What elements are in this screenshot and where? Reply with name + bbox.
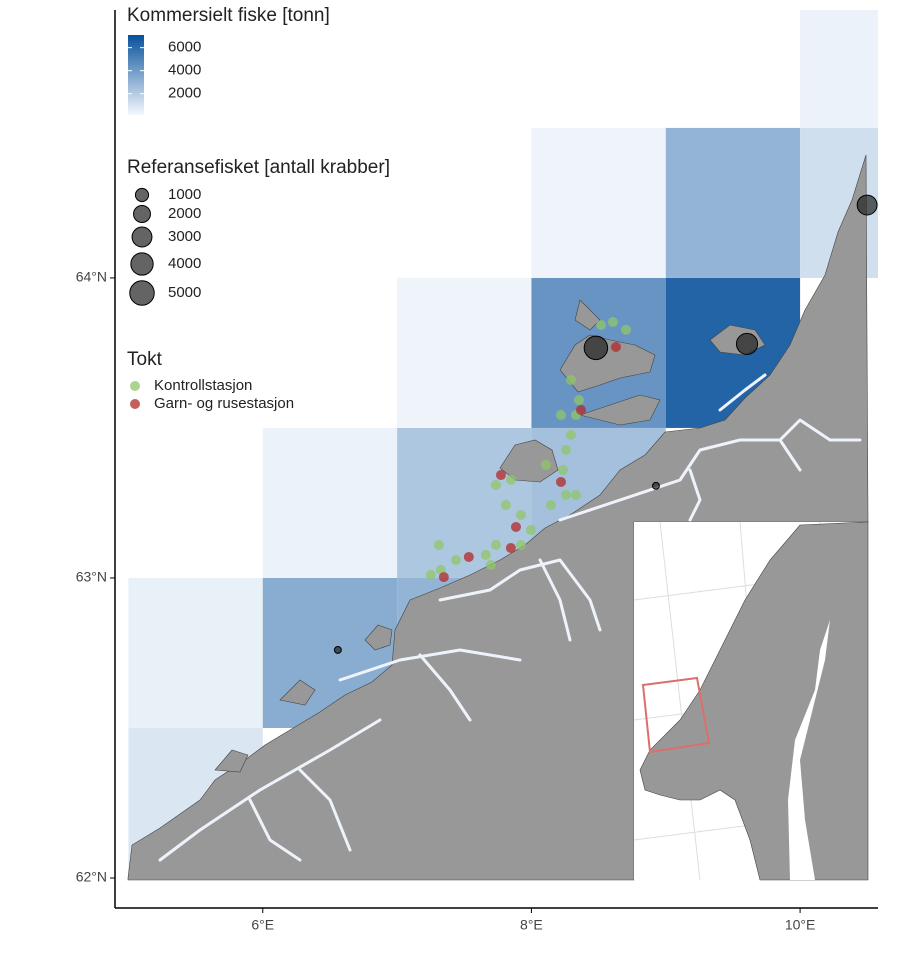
tokt-legend-key [130, 399, 140, 409]
station [565, 374, 576, 385]
station [425, 569, 436, 580]
catch-cell [531, 127, 666, 278]
fjord [688, 468, 702, 522]
station [515, 509, 526, 520]
station [620, 324, 631, 335]
reference-catch [652, 481, 660, 490]
station [575, 404, 586, 415]
station [505, 542, 516, 553]
size-legend-label: 1000 [168, 186, 201, 203]
colorbar [128, 35, 144, 115]
tokt-legend-label: Kontrollstasjon [154, 377, 252, 394]
size-legend-title: Referansefisket [antall krabber] [127, 157, 390, 178]
reference-catch [735, 332, 759, 356]
catch-cell [665, 127, 801, 278]
colorbar-label: 4000 [168, 62, 201, 79]
catch-cell [397, 277, 532, 428]
fjord [538, 558, 572, 642]
station [500, 500, 511, 511]
size-legend-label: 4000 [168, 255, 201, 272]
catch-cell [128, 577, 263, 728]
island [214, 749, 249, 773]
x-tick-label: 8°E [520, 917, 543, 933]
x-tick-label: 10°E [785, 917, 816, 933]
island [574, 299, 601, 331]
island [279, 679, 316, 706]
y-tick-label: 63°N [76, 569, 107, 585]
island [578, 394, 661, 426]
y-tick-label: 64°N [76, 269, 107, 285]
y-tick-label: 62°N [76, 869, 107, 885]
mainland [127, 154, 869, 881]
station [610, 341, 621, 352]
station [565, 429, 576, 440]
tokt-legend-label: Garn- og rusestasjon [154, 395, 294, 412]
fjord [778, 418, 862, 442]
fjord [718, 373, 767, 412]
reference-layer [333, 194, 878, 654]
fill-legend-title: Kommersielt fiske [tonn] [127, 5, 330, 26]
station [555, 476, 566, 487]
fjord [248, 798, 302, 862]
island [364, 624, 393, 651]
fjord [158, 718, 382, 862]
x-tick-label: 6°E [251, 917, 274, 933]
station [433, 539, 444, 550]
station [540, 459, 551, 470]
reference-catch [583, 335, 609, 361]
colorbar-label: 6000 [168, 39, 201, 56]
station [560, 444, 571, 455]
station [596, 320, 607, 331]
catch-cell [800, 10, 878, 128]
station [438, 572, 449, 583]
station [490, 479, 501, 490]
land [127, 154, 869, 881]
station [570, 489, 581, 500]
size-legend-key [130, 252, 154, 276]
catch-cell [262, 427, 398, 578]
station [463, 551, 474, 562]
island [499, 439, 559, 483]
colorbar-label: 2000 [168, 85, 201, 102]
size-legend-label: 3000 [168, 228, 201, 245]
size-legend-key [129, 280, 155, 306]
station [505, 474, 516, 485]
size-legend-key [133, 205, 151, 223]
fjord [418, 653, 472, 722]
station [573, 395, 584, 406]
size-legend-key [131, 226, 153, 248]
station [510, 521, 521, 532]
station [485, 560, 496, 571]
station [490, 539, 501, 550]
fjord [338, 648, 522, 682]
size-legend-key [134, 187, 150, 203]
station [560, 489, 571, 500]
island [559, 334, 656, 393]
station [545, 500, 556, 511]
station [515, 539, 526, 550]
size-legend-label: 5000 [168, 284, 201, 301]
size-legend-label: 2000 [168, 205, 201, 222]
station [480, 549, 491, 560]
station [450, 554, 461, 565]
fjord [438, 558, 602, 632]
reference-catch [856, 194, 878, 216]
station [525, 524, 536, 535]
inset-extent [641, 676, 711, 754]
reference-catch [333, 646, 342, 654]
tokt-legend-key [130, 381, 140, 391]
station [557, 464, 568, 475]
station [555, 410, 566, 421]
station [607, 317, 618, 328]
inset-map [633, 521, 869, 881]
station [495, 470, 506, 481]
tokt-legend-title: Tokt [127, 349, 163, 370]
inset-baltic [788, 620, 830, 880]
fjord [298, 768, 352, 852]
